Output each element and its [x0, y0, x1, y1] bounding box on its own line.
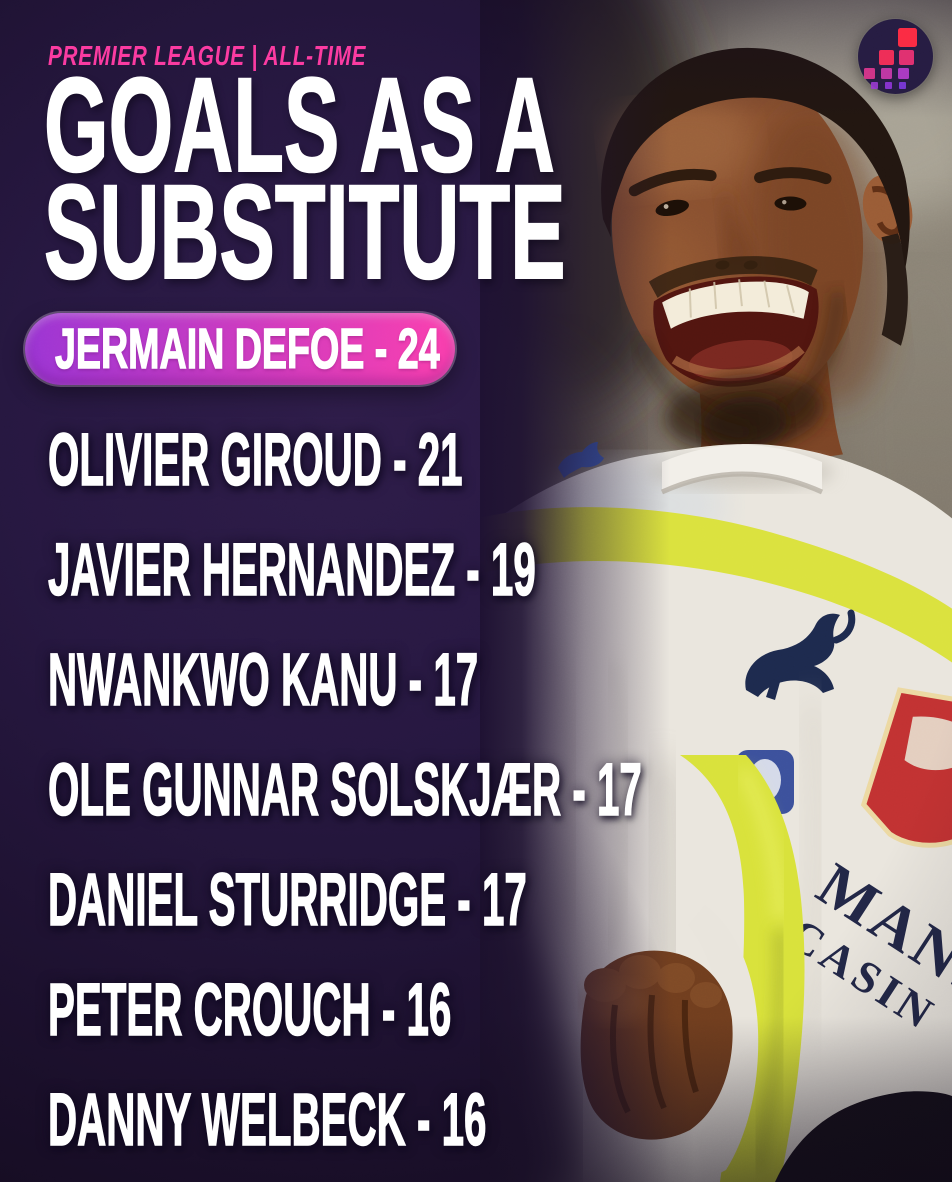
page-title: GOALS AS A SUBSTITUTE [43, 58, 885, 307]
player-ranking-list: OLIVIER GIROUD - 21 JAVIER HERNANDEZ - 1… [48, 404, 952, 1174]
leader-badge: JERMAIN DEFOE - 24 [25, 313, 455, 385]
list-item: JAVIER HERNANDEZ - 19 [48, 527, 537, 612]
leader-label: JERMAIN DEFOE - 24 [55, 316, 441, 382]
stats-steps-logo-icon [858, 19, 933, 94]
list-item: OLIVIER GIROUD - 21 [48, 417, 463, 502]
list-item: DANNY WELBECK - 16 [48, 1077, 487, 1162]
list-item: DANIEL STURRIDGE - 17 [48, 857, 528, 942]
list-item: PETER CROUCH - 16 [48, 967, 452, 1052]
title-line-2: SUBSTITUTE [43, 158, 566, 307]
list-item: NWANKWO KANU - 17 [48, 637, 479, 722]
list-item: OLE GUNNAR SOLSKJÆR - 17 [48, 747, 643, 832]
